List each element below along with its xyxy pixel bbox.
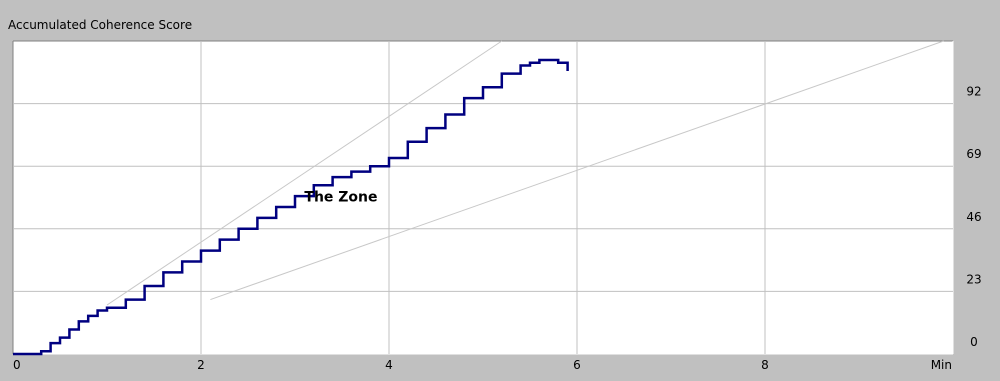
x-tick-label: 8: [761, 358, 769, 372]
x-tick-label: 2: [197, 358, 205, 372]
x-tick-label: 0: [13, 358, 21, 372]
y-tick-label: 46: [966, 210, 981, 224]
coherence-score-line: [13, 58, 569, 356]
y-tick-label: 23: [966, 272, 981, 286]
y-tick-label: 0: [970, 335, 978, 349]
x-tick-label: 4: [385, 358, 393, 372]
y-tick-label: 69: [966, 147, 981, 161]
x-axis-unit-label: Min: [931, 358, 952, 372]
x-tick-label: 6: [573, 358, 581, 372]
guide-line: [210, 40, 944, 301]
chart-title: Accumulated Coherence Score: [8, 18, 193, 32]
zone-annotation: The Zone: [304, 190, 377, 206]
guide-line: [106, 40, 503, 306]
y-tick-label: 92: [966, 85, 981, 99]
